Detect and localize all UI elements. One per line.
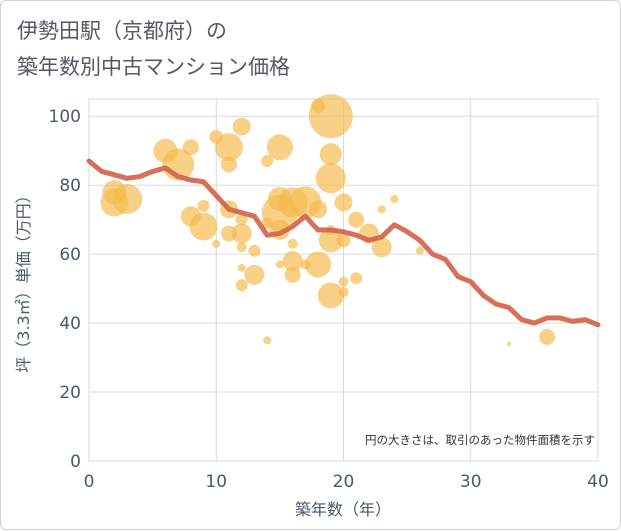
data-bubble (539, 328, 556, 345)
x-tick-label: 20 (333, 472, 355, 492)
data-bubble (377, 205, 386, 214)
data-bubble (284, 266, 301, 283)
data-bubble (275, 260, 284, 269)
data-bubble (235, 213, 248, 226)
data-bubble (338, 276, 349, 287)
data-bubble (212, 239, 221, 248)
x-tick-label: 40 (587, 472, 609, 492)
trend-line-series (86, 158, 601, 328)
data-bubble (315, 163, 346, 194)
x-axis-ticks: 0 10 20 30 40 (84, 472, 609, 492)
y-tick-label: 40 (59, 314, 81, 334)
data-bubble (506, 341, 511, 346)
data-bubble (334, 193, 353, 212)
data-bubble (182, 139, 199, 156)
average-price-line (86, 158, 601, 328)
data-bubble (235, 279, 248, 292)
data-bubble (318, 228, 343, 253)
y-tick-label: 100 (49, 107, 81, 127)
data-bubble (236, 242, 247, 253)
data-bubble (214, 133, 243, 162)
data-bubble (371, 237, 392, 258)
data-bubble (415, 246, 424, 255)
data-bubble (231, 223, 252, 244)
data-bubble (305, 251, 332, 278)
data-bubble (232, 117, 251, 136)
data-bubble (266, 134, 293, 161)
y-tick-label: 0 (70, 452, 81, 472)
y-tick-label: 20 (59, 383, 81, 403)
data-bubble (317, 282, 344, 309)
data-bubble (308, 94, 353, 139)
data-bubble (197, 199, 210, 212)
y-axis-ticks: 0 20 40 60 80 100 (49, 107, 81, 472)
data-bubble (263, 336, 272, 345)
data-bubble (390, 194, 399, 203)
x-tick-label: 10 (205, 472, 227, 492)
x-tick-label: 30 (460, 472, 482, 492)
data-bubble (248, 244, 261, 257)
x-axis-label: 築年数（年） (295, 500, 391, 519)
size-note: 円の大きさは、取引のあった物件面積を示す (365, 433, 595, 447)
data-bubble (287, 238, 298, 249)
chart-title: 伊勢田駅（京都府）の 築年数別中古マンション価格 (17, 19, 290, 79)
data-bubble (348, 211, 365, 228)
y-axis-label: 坪（3.3㎡）単価（万円） (14, 187, 33, 372)
x-tick-label: 0 (84, 472, 95, 492)
data-bubble (261, 155, 274, 168)
y-tick-label: 80 (59, 176, 81, 196)
data-bubble (336, 233, 351, 248)
data-bubble (220, 156, 237, 173)
data-bubble (244, 264, 265, 285)
data-bubble (319, 143, 342, 166)
data-bubble (350, 272, 363, 285)
data-bubble (237, 263, 246, 272)
y-tick-label: 60 (59, 245, 81, 265)
data-bubble (338, 287, 349, 298)
data-bubble (112, 183, 143, 214)
data-bubble (282, 251, 303, 272)
data-bubble (309, 200, 328, 219)
bubble-series (100, 94, 556, 346)
data-bubble (189, 212, 218, 241)
